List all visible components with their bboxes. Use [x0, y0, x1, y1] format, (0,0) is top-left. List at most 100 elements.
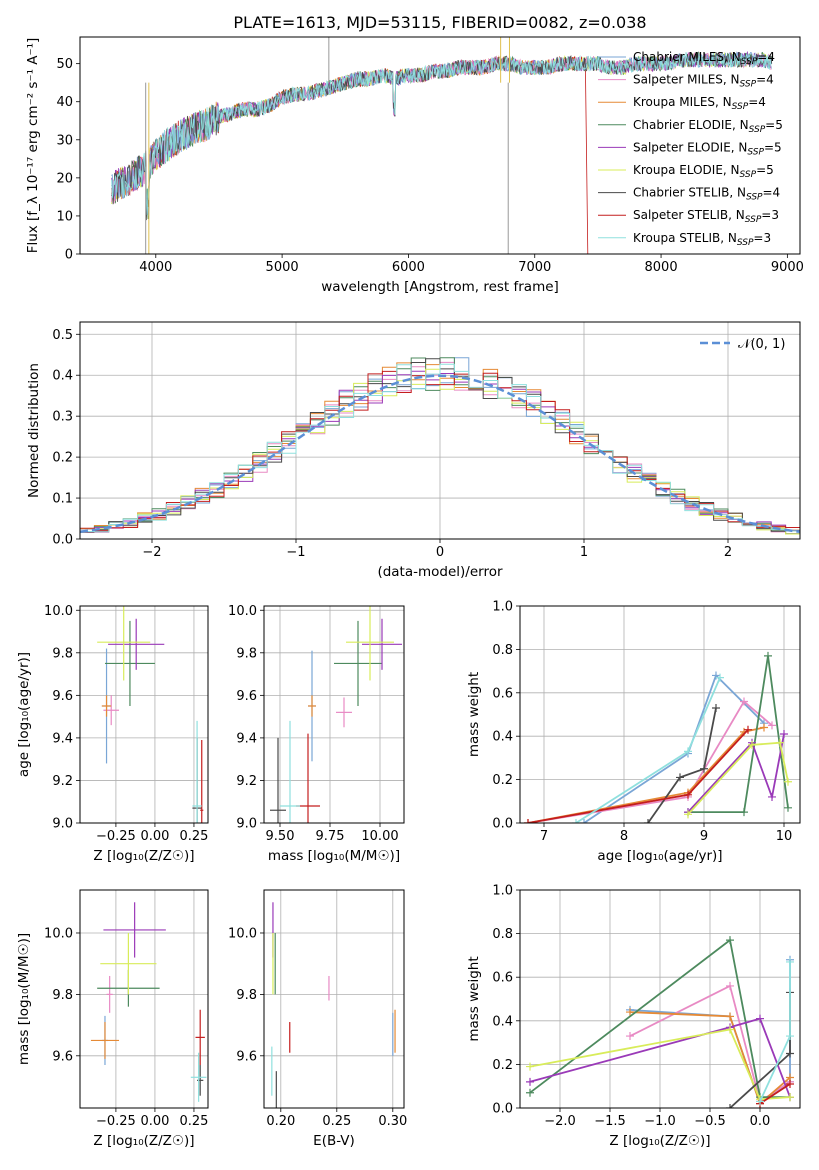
residuals-axes: [76, 322, 800, 543]
weight-marker: [716, 673, 724, 682]
errorbar-salpeter-miles: [336, 697, 352, 728]
weight-line-kroupa-miles: [527, 726, 765, 823]
mass-vs-ebv-ytick-label: 9.8: [236, 988, 257, 1003]
residuals-xlabel: (data-model)/error: [377, 564, 503, 580]
age-vs-z-ytick-label: 9.0: [52, 817, 73, 832]
weight-marker: [786, 1080, 794, 1089]
spectrum-ylabel: Flux [f_λ 10⁻¹⁷ erg cm⁻² s⁻¹ A⁻¹]: [25, 38, 41, 254]
residuals-ytick-label: 0.0: [52, 533, 73, 548]
weight-marker: [700, 764, 708, 773]
weight-marker: [786, 957, 794, 966]
spectrum-axes: [76, 63, 788, 258]
weight-vs-age-xtick-label: 9: [700, 829, 708, 844]
spectrum-ytick-label: 20: [56, 171, 73, 186]
mass-vs-z-ytick-label: 9.6: [52, 1049, 73, 1064]
age-vs-mass-ytick-label: 9.0: [236, 817, 257, 832]
weight-vs-z-ytick-label: 0.6: [492, 971, 513, 986]
weight-marker: [740, 697, 748, 706]
errorbar-chabrier-elodie: [104, 620, 155, 706]
weight-vs-z-ytick-label: 0.0: [492, 1102, 513, 1117]
weight-vs-age-plot: [524, 651, 792, 823]
weight-marker: [626, 1032, 634, 1041]
weight-marker: [524, 819, 532, 823]
residual-hist-7: [80, 370, 800, 532]
residuals-xtick-label: 2: [724, 545, 732, 560]
weight-line-chabrier-elodie: [529, 938, 790, 1098]
weight-vs-age-ytick-label: 1.0: [492, 600, 513, 615]
age-vs-z-ytick-label: 9.6: [52, 689, 73, 704]
errorbar-kroupa-miles: [90, 1022, 120, 1059]
weight-vs-z-frame: [519, 889, 801, 1109]
errorbar-chabrier-elodie: [334, 620, 382, 706]
weight-marker: [784, 777, 792, 786]
weight-vs-z-ytick-label: 0.8: [492, 927, 513, 942]
weight-line-salpeter-elodie: [687, 733, 785, 813]
mass-vs-z-plot: [90, 902, 207, 1102]
residual-hist-5: [80, 368, 800, 535]
weight-vs-z-xtick-label: 0.0: [750, 1114, 771, 1129]
legend-nssp: =4: [757, 50, 775, 64]
weight-line-salpeter-stelib: [759, 1083, 791, 1105]
age-vs-mass-axes: [260, 606, 404, 827]
weight-vs-z-xtick-label: −1.0: [644, 1114, 676, 1129]
weight-line-kroupa-elodie: [687, 741, 789, 815]
weight-vs-age-ytick-label: 0.2: [492, 773, 513, 788]
legend-nssp: =4: [763, 186, 781, 200]
weight-line-kroupa-elodie: [529, 1028, 791, 1101]
weight-marker: [626, 1008, 634, 1017]
legend-label-8: Kroupa STELIB, NSSP=3: [633, 231, 771, 248]
spectrum-ytick-label: 40: [56, 95, 73, 110]
residuals-ytick-label: 0.3: [52, 410, 73, 425]
mass-vs-ebv-xtick-label: 0.20: [266, 1114, 295, 1129]
weight-line-salpeter-miles: [527, 700, 773, 823]
legend-nssp: =5: [765, 118, 783, 132]
errorbar-salpeter-elodie: [362, 618, 402, 670]
legend-nssp: =4: [748, 95, 766, 109]
legend-nssp: =5: [764, 140, 782, 154]
weight-vs-z-ytick-label: 0.4: [492, 1014, 513, 1029]
age-vs-mass-ytick-label: 10.0: [228, 604, 257, 619]
residuals-ytick-label: 0.4: [52, 369, 73, 384]
weight-marker: [726, 1012, 734, 1021]
weight-line-salpeter-elodie: [529, 1017, 791, 1098]
errorbar-kroupa-elodie: [346, 606, 394, 681]
weight-vs-age-ytick-label: 0.6: [492, 686, 513, 701]
weight-marker: [760, 723, 768, 732]
legend-subscript: SSP: [741, 57, 758, 67]
weight-line-chabrier-miles: [583, 673, 765, 823]
errorbar-salpeter-miles: [106, 975, 113, 1013]
errorbar-salpeter-stelib: [200, 740, 204, 823]
legend-label-2: Kroupa MILES, NSSP=4: [633, 95, 766, 112]
errorbar-kroupa-miles: [308, 695, 316, 717]
legend-label-0: Chabrier MILES, NSSP=4: [633, 50, 775, 67]
residuals-xtick-label: −1: [286, 545, 305, 560]
weight-marker: [768, 721, 776, 730]
weight-marker: [784, 803, 792, 812]
mass-vs-z-axes: [76, 890, 208, 1112]
weight-vs-age-frame: [519, 605, 801, 824]
spectrum-xlabel: wavelength [Angstrom, rest frame]: [321, 279, 559, 295]
age-vs-z-xtick-label: −0.25: [96, 829, 136, 844]
weight-vs-age-ytick-label: 0.8: [492, 643, 513, 658]
residuals-xtick-label: 0: [436, 545, 444, 560]
legend-label-4: Salpeter ELODIE, NSSP=5: [633, 140, 782, 157]
weight-marker: [756, 1014, 764, 1023]
errorbar-chabrier-stelib: [197, 1065, 204, 1096]
mass-vs-ebv-xlabel: E(B-V): [313, 1133, 355, 1149]
age-vs-z-xlabel: Z [log₁₀(Z/Z☉)]: [93, 848, 194, 864]
weight-vs-z-xlabel: Z [log₁₀(Z/Z☉)]: [609, 1133, 710, 1149]
spectrum-line-kroupa-stelib: [111, 52, 773, 216]
weight-marker: [684, 790, 692, 799]
mass-vs-z-xlabel: Z [log₁₀(Z/Z☉)]: [93, 1133, 194, 1149]
weight-marker: [684, 747, 692, 756]
weight-marker: [526, 1077, 534, 1086]
age-vs-mass-ytick-label: 9.6: [236, 689, 257, 704]
mass-vs-z-xtick-label: 0.00: [140, 1114, 169, 1129]
weight-marker: [786, 1093, 794, 1102]
weight-marker: [776, 738, 784, 747]
spectrum-xtick-label: 4000: [139, 260, 172, 275]
spectrum-ytick-label: 50: [56, 57, 73, 72]
weight-vs-age-xtick-label: 10: [776, 829, 793, 844]
age-vs-mass-xtick-label: 10.00: [361, 829, 398, 844]
errorbar-kroupa-stelib: [280, 720, 300, 823]
